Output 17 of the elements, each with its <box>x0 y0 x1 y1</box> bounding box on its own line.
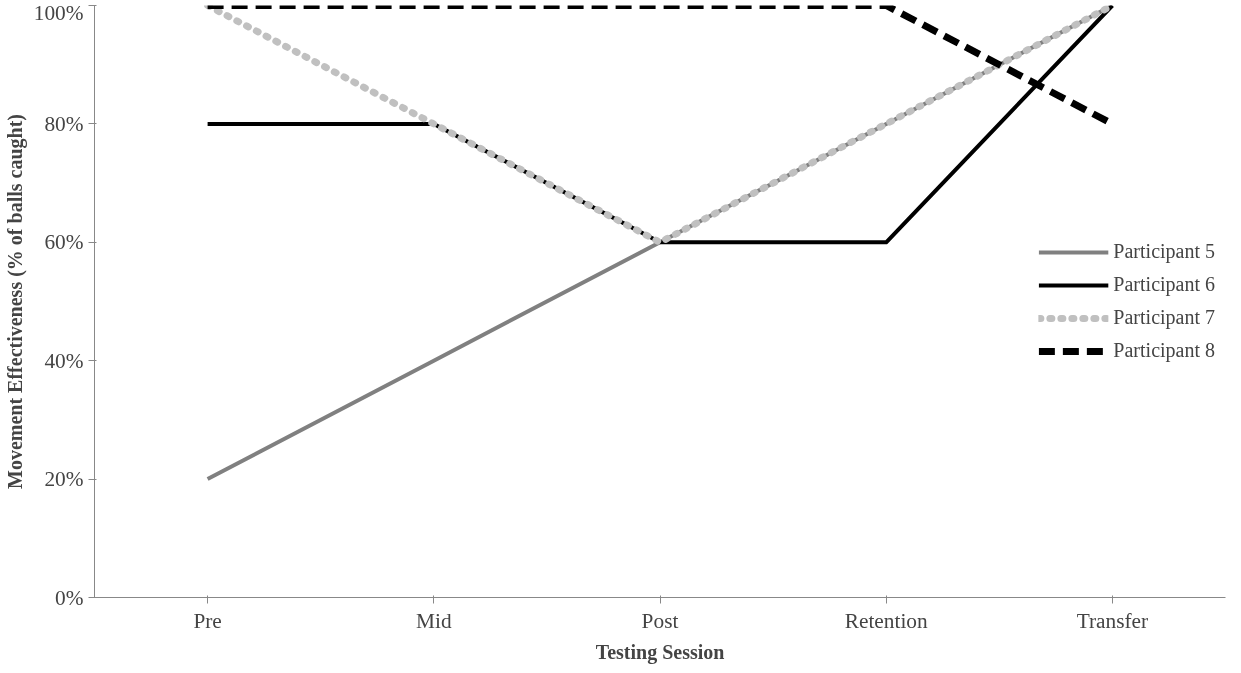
legend-label: Participant 7 <box>1113 306 1215 329</box>
x-tick-label: Transfer <box>1076 608 1149 633</box>
legend-label: Participant 8 <box>1113 339 1215 362</box>
x-tick-label: Retention <box>844 608 928 633</box>
y-tick-label: 20% <box>44 467 84 492</box>
x-tick-label: Post <box>641 608 679 633</box>
x-tick-label: Mid <box>416 608 452 633</box>
legend-label: Participant 5 <box>1113 240 1215 263</box>
x-tick-label: Pre <box>193 608 222 633</box>
y-tick-label: 100% <box>33 0 84 25</box>
y-tick-label: 0% <box>55 585 84 610</box>
y-tick-label: 60% <box>44 230 84 255</box>
x-axis-title: Testing Session <box>595 640 725 664</box>
y-axis-title: Movement Effectiveness (% of balls caught) <box>3 114 27 489</box>
legend-label: Participant 6 <box>1113 273 1215 296</box>
y-tick-label: 80% <box>44 111 84 136</box>
y-tick-label: 40% <box>44 348 84 373</box>
